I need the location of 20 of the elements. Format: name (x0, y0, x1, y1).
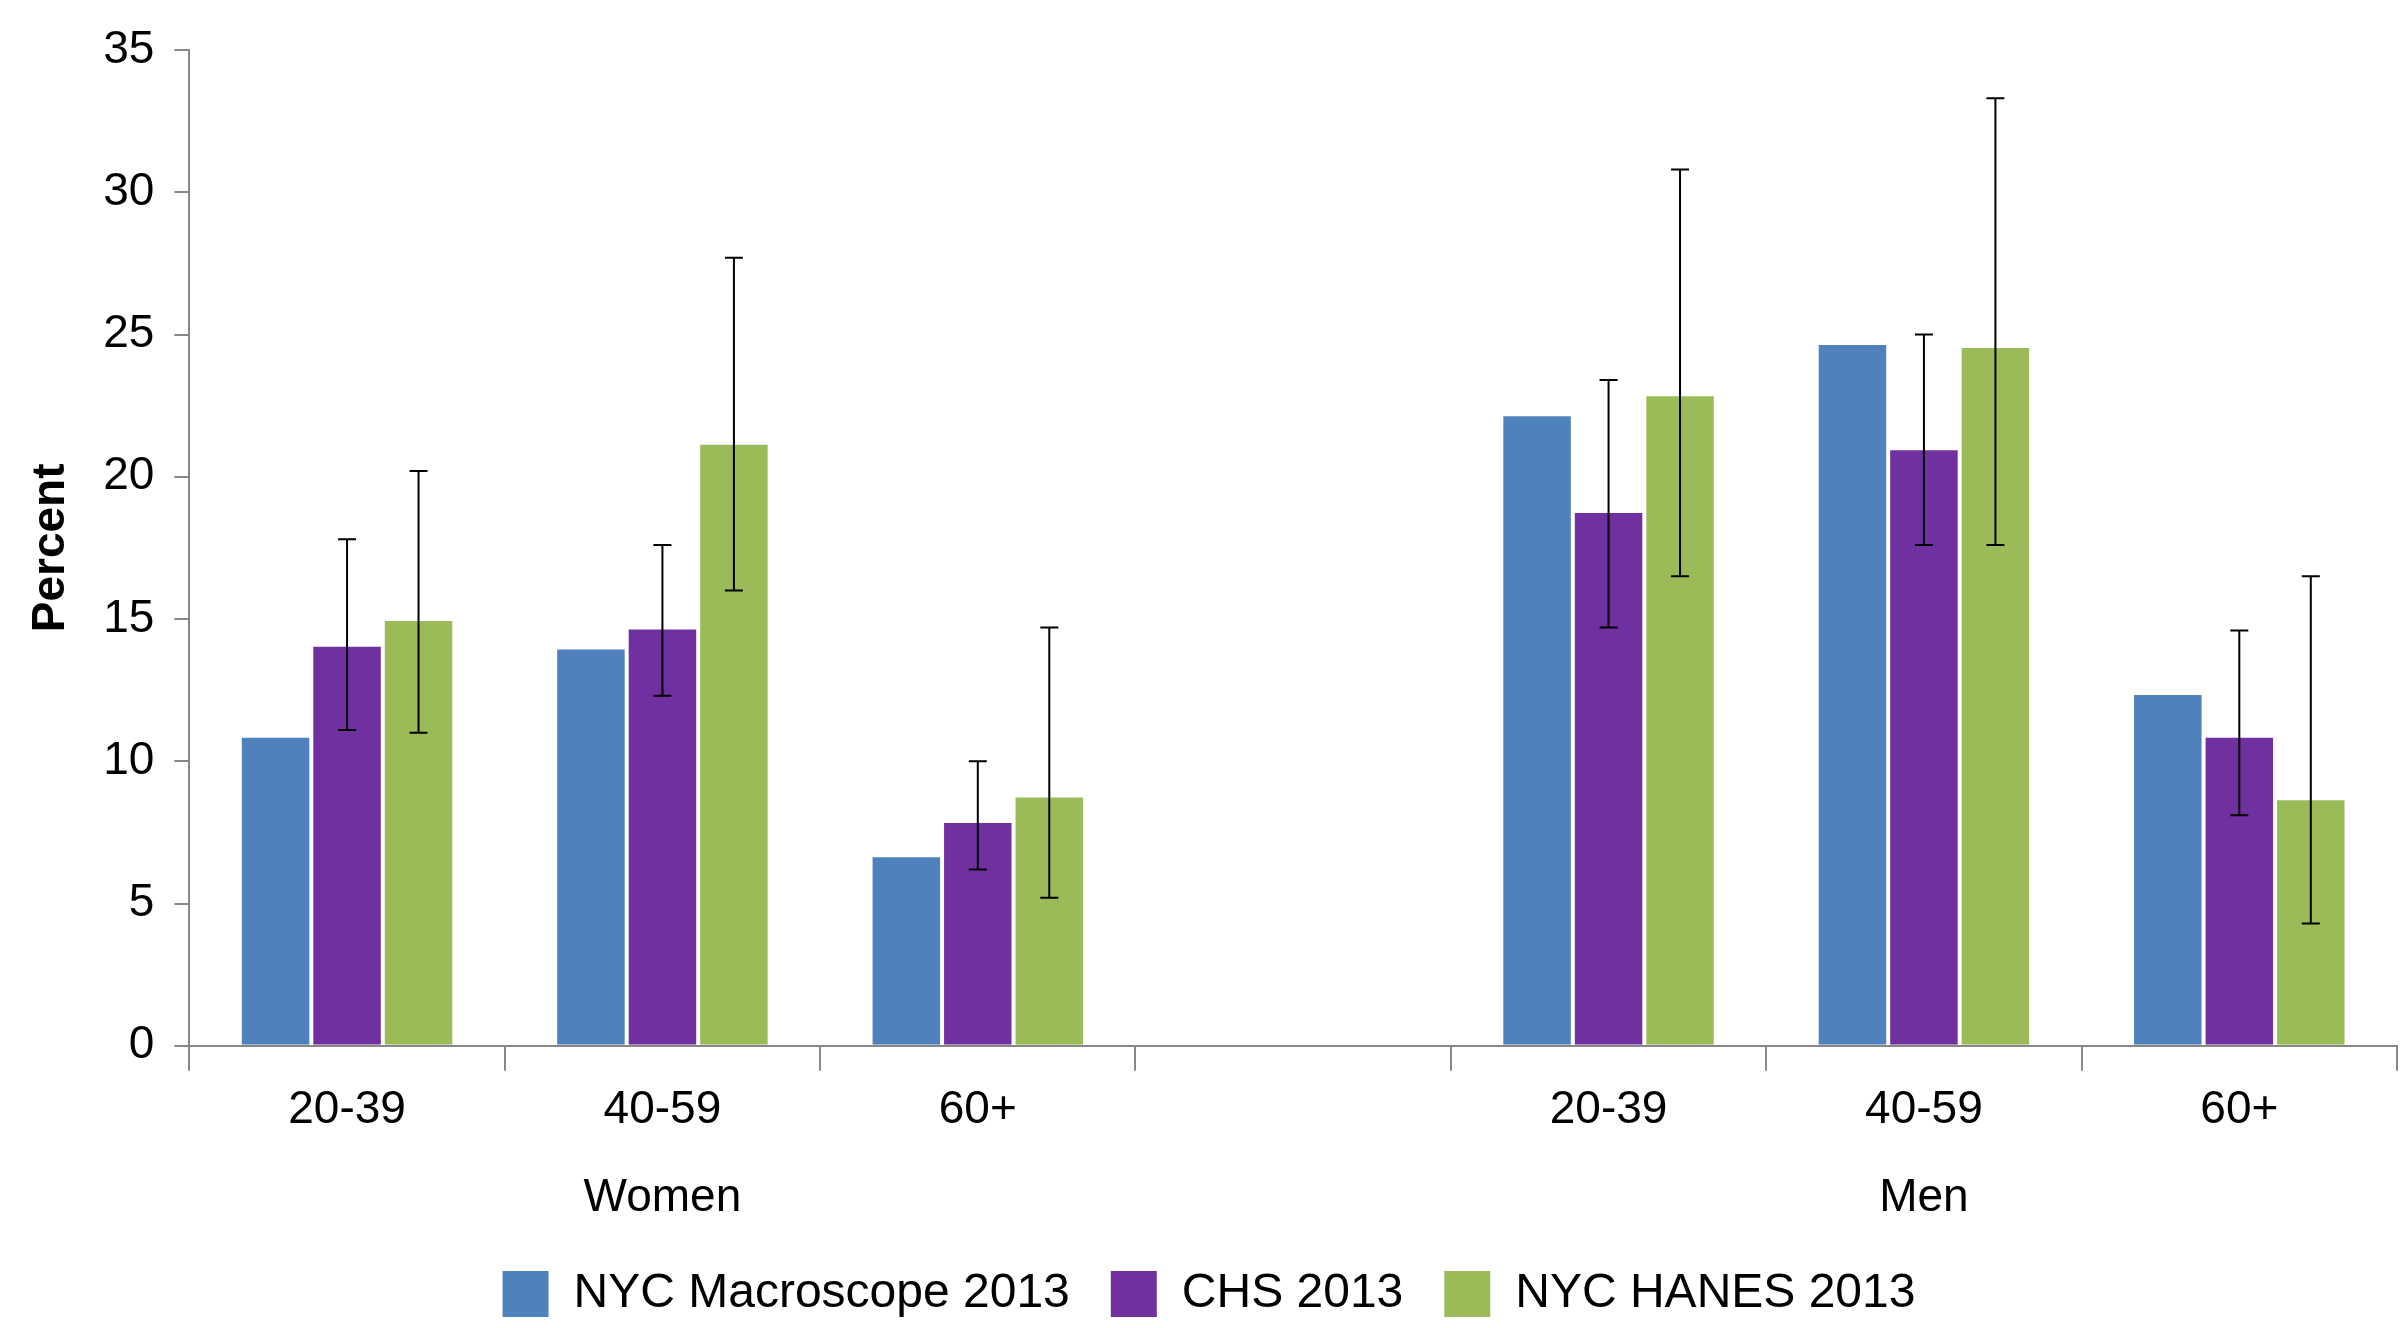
y-tick-label: 15 (103, 589, 155, 642)
y-axis-title: Percent (22, 463, 75, 633)
x-tick-label: 60+ (938, 1081, 1017, 1134)
y-tick-label: 10 (103, 731, 155, 784)
x-tick-label: 60+ (2200, 1081, 2279, 1134)
x-tick-label: 40-59 (603, 1081, 722, 1134)
y-tick-label: 35 (103, 20, 155, 73)
x-tick-label: 20-39 (288, 1081, 406, 1134)
legend-label: NYC HANES 2013 (1515, 1264, 1916, 1318)
x-tick-label: 40-59 (1865, 1081, 1983, 1134)
y-tick-label: 30 (103, 162, 155, 215)
legend-label: CHS 2013 (1181, 1264, 1404, 1318)
y-tick-label: 5 (128, 874, 155, 927)
y-tick-label: 20 (103, 447, 155, 500)
x-tick-label: 20-39 (1549, 1081, 1668, 1134)
y-tick-label: 25 (103, 305, 155, 358)
text: Women (583, 1169, 742, 1222)
legend-label: NYC Macroscope 2013 (573, 1264, 1070, 1318)
y-tick-label: 0 (128, 1016, 155, 1069)
text: Men (1879, 1169, 1969, 1222)
